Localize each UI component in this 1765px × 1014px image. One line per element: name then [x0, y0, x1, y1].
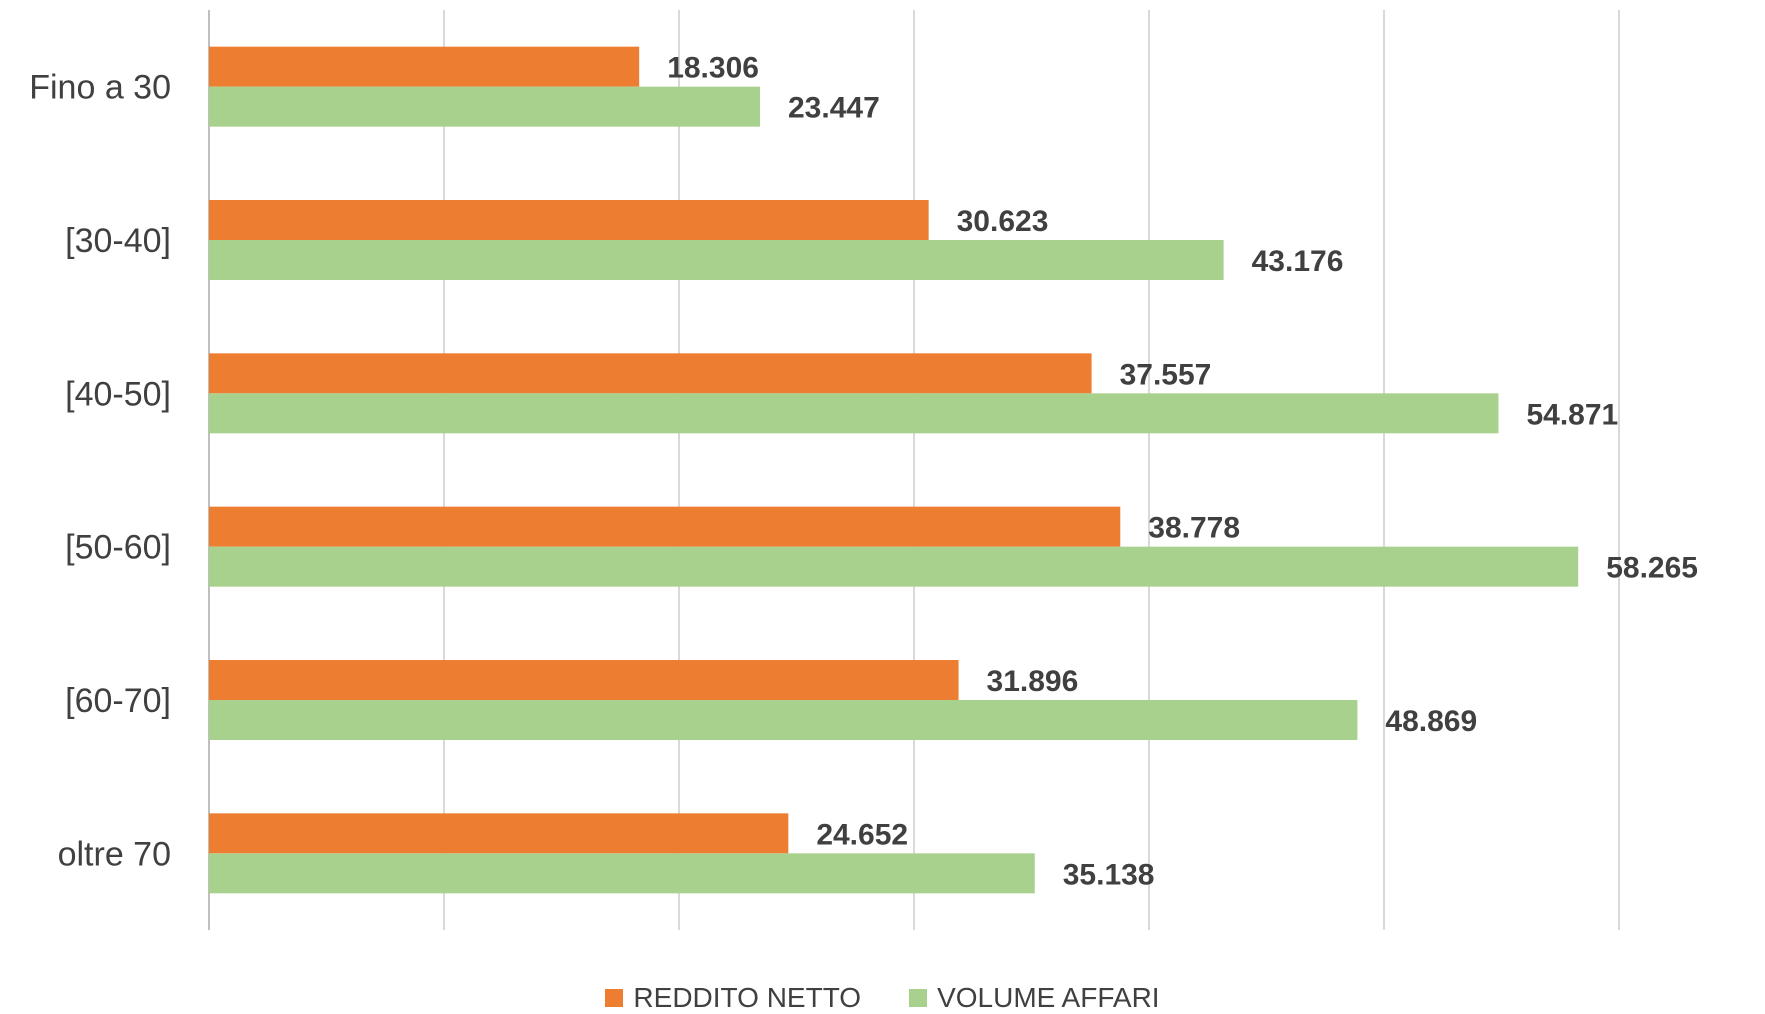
bar [209, 546, 1579, 587]
data-label: 43.176 [1252, 245, 1344, 278]
data-label: 23.447 [788, 92, 880, 125]
data-label: 30.623 [957, 205, 1049, 238]
bar [209, 853, 1035, 894]
legend-item-reddito-netto: REDDITO NETTO [605, 982, 861, 1014]
bar [209, 86, 761, 127]
bar [209, 813, 789, 854]
bar [209, 506, 1121, 547]
legend-item-volume-affari: VOLUME AFFARI [909, 982, 1160, 1014]
data-label: 37.557 [1120, 358, 1212, 391]
bar [209, 240, 1224, 280]
legend-swatch-reddito-netto [605, 989, 624, 1007]
data-label: 54.871 [1526, 398, 1618, 431]
bar [209, 660, 959, 700]
legend-swatch-volume-affari [909, 989, 928, 1007]
bar [209, 700, 1358, 740]
bar [209, 353, 1092, 394]
category-label: [50-60] [65, 529, 171, 567]
data-label: 35.138 [1063, 858, 1155, 891]
legend-label-volume-affari: VOLUME AFFARI [937, 982, 1160, 1013]
data-label: 58.265 [1606, 552, 1698, 585]
category-label: [60-70] [65, 682, 171, 720]
data-label: 38.778 [1148, 512, 1240, 545]
bar [209, 200, 929, 240]
category-label: [30-40] [65, 222, 171, 260]
data-label: 31.896 [987, 665, 1079, 698]
category-label: oltre 70 [58, 835, 171, 873]
legend-label-reddito-netto: REDDITO NETTO [633, 982, 862, 1013]
bar [209, 46, 640, 87]
data-label: 18.306 [667, 52, 759, 85]
data-label: 24.652 [816, 818, 908, 851]
bar-chart: Fino a 30 18.306 23.447 [30-40] 30.623 43.176… [29, 10, 1698, 930]
chart-legend: REDDITO NETTO VOLUME AFFARI [0, 982, 1765, 1014]
category-label: Fino a 30 [29, 69, 171, 107]
bar [209, 393, 1499, 434]
category-label: [40-50] [65, 375, 171, 413]
data-label: 48.869 [1385, 705, 1477, 738]
